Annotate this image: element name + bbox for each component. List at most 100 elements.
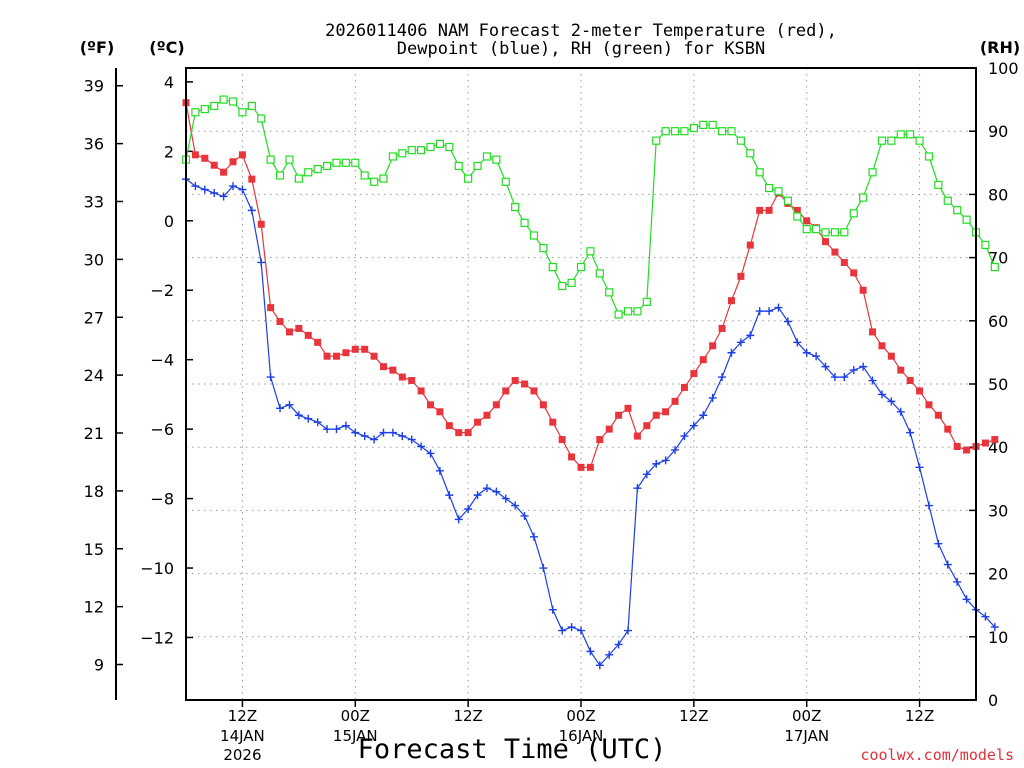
- dewpoint-point: [558, 626, 567, 635]
- dewpoint-point: [821, 362, 830, 371]
- temperature-point: [276, 317, 284, 325]
- rh-point: [849, 209, 858, 218]
- temperature-point: [916, 387, 924, 395]
- dewpoint-point: [896, 407, 905, 416]
- dewpoint-point: [718, 373, 727, 382]
- dewpoint-point: [868, 376, 877, 385]
- rh-point: [623, 307, 633, 316]
- rh-point: [652, 136, 661, 145]
- dewpoint-point: [924, 501, 933, 510]
- dewpoint-point: [276, 404, 285, 413]
- rh-point: [830, 228, 840, 237]
- rh-point: [501, 177, 510, 186]
- temperature-point: [380, 363, 387, 371]
- rh-point: [332, 158, 341, 167]
- temperature-point: [840, 258, 848, 266]
- rh-point: [783, 196, 793, 205]
- rh-point: [981, 240, 990, 250]
- rh-point: [962, 215, 971, 224]
- temperature-point: [869, 328, 877, 336]
- rh-point: [821, 228, 830, 237]
- dewpoint-point: [727, 348, 736, 357]
- dewpoint-point: [943, 560, 952, 569]
- dewpoint-point: [830, 373, 839, 382]
- rh-point: [445, 142, 454, 152]
- temperature-point: [633, 432, 641, 440]
- dewpoint-point: [398, 432, 407, 441]
- temperature-point: [474, 418, 482, 426]
- fahrenheit-tick-label: 18: [84, 482, 104, 501]
- rh-point: [520, 218, 529, 227]
- grid-lines: [186, 68, 976, 700]
- dewpoint-point: [313, 418, 322, 427]
- temperature-point: [981, 439, 989, 447]
- rh-point: [990, 262, 999, 272]
- dewpoint-point: [520, 511, 529, 520]
- temperature-point: [539, 401, 547, 409]
- dewpoint-point: [360, 432, 369, 441]
- rh-point: [492, 155, 501, 164]
- temperature-point: [878, 342, 886, 350]
- dewpoint-point: [539, 564, 548, 573]
- x-tick-time-label: 00Z: [792, 707, 821, 725]
- rh-point: [802, 225, 811, 234]
- rh-point: [398, 149, 407, 158]
- temperature-point: [652, 411, 660, 419]
- dewpoint-point: [379, 428, 388, 437]
- dewpoint-point: [473, 491, 482, 500]
- temperature-point: [210, 161, 218, 169]
- temperature-point: [718, 324, 726, 332]
- celsius-tick-label: 2: [164, 142, 174, 161]
- celsius-tick-label: −2: [150, 281, 174, 300]
- temperature-point: [746, 241, 754, 249]
- dewpoint-point: [934, 539, 943, 548]
- temperature-point: [963, 446, 971, 454]
- x-tick-time-label: 12Z: [679, 707, 708, 725]
- rh-point: [275, 171, 285, 180]
- temperature-point: [483, 411, 491, 419]
- temperature-point: [803, 217, 811, 225]
- x-tick-time-label: 00Z: [566, 707, 595, 725]
- temperature-point: [314, 338, 322, 346]
- x-axis-label: Forecast Time (UTC): [358, 734, 667, 765]
- temperature-point: [248, 175, 256, 183]
- x-tick-time-label: 12Z: [453, 707, 482, 725]
- x-tick-year-label: 2026: [223, 746, 261, 764]
- dewpoint-point: [624, 626, 633, 635]
- temperature-point: [765, 206, 773, 214]
- temperature-point: [361, 345, 369, 353]
- rh-point: [859, 193, 868, 202]
- temperature-point: [906, 377, 914, 385]
- rh-point: [661, 127, 670, 136]
- temperature-point: [191, 151, 199, 159]
- rh-point: [388, 152, 398, 161]
- rh-point: [736, 136, 745, 145]
- dewpoint-point: [595, 661, 604, 670]
- dewpoint-point: [755, 307, 764, 316]
- rh-point: [877, 136, 887, 145]
- dewpoint-point: [304, 414, 313, 423]
- dewpoint-point: [257, 258, 266, 267]
- temperature-point: [342, 349, 350, 357]
- dewpoint-point: [191, 182, 200, 191]
- rh-point: [351, 158, 360, 167]
- dewpoint-point: [774, 303, 783, 312]
- fahrenheit-tick-label: 9: [94, 656, 104, 675]
- temperature-point: [558, 436, 566, 444]
- rh-point: [689, 123, 698, 133]
- rh-tick-label: 60: [988, 312, 1008, 331]
- dewpoint-point: [511, 501, 520, 510]
- rh-point: [943, 196, 952, 205]
- temperature-point: [690, 370, 698, 378]
- rh-point: [341, 158, 350, 167]
- rh-point: [812, 225, 821, 234]
- rh-tick-label: 90: [988, 122, 1008, 141]
- rh-series: [181, 95, 999, 319]
- temperature-point: [351, 345, 359, 353]
- temperature-point: [267, 304, 275, 312]
- dewpoint-point: [454, 515, 463, 524]
- fahrenheit-tick-label: 36: [84, 135, 104, 154]
- dewpoint-point: [906, 428, 915, 437]
- celsius-tick-label: 4: [164, 73, 174, 92]
